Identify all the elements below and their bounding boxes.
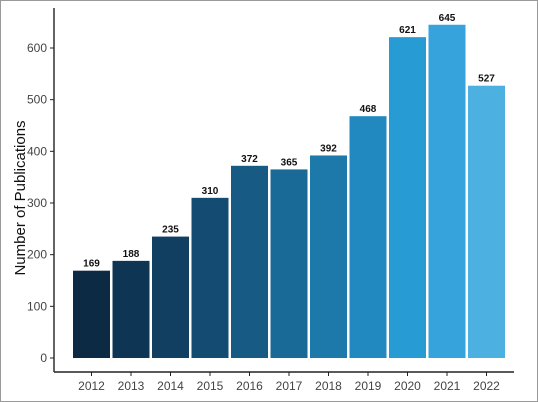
bar-2016 [231, 165, 268, 358]
bar-2015 [191, 197, 229, 358]
x-tick-label: 2020 [394, 379, 421, 393]
bar-2022 [468, 85, 505, 358]
x-tick-label: 2012 [78, 379, 105, 393]
x-tick-label: 2015 [197, 379, 224, 393]
y-axis-title: Number of Publications [12, 120, 29, 275]
x-tick-label: 2013 [118, 379, 145, 393]
bar-value-label: 372 [241, 154, 258, 165]
bar-value-label: 645 [439, 13, 456, 24]
bar-value-label: 310 [202, 186, 219, 197]
y-tick-label: 600 [27, 41, 47, 55]
bar-2012 [73, 270, 110, 358]
bar-2013 [112, 260, 150, 358]
bar-value-label: 527 [478, 74, 495, 85]
y-tick-label: 200 [27, 248, 47, 262]
y-axis-ticks: 0 100 200 300 400 500 600 [27, 41, 54, 365]
bars: 169 188 235 310 372 365 392 468 621 645 527 [73, 13, 505, 359]
x-tick-label: 2022 [473, 379, 500, 393]
y-tick-label: 400 [27, 144, 47, 158]
y-tick-label: 300 [27, 196, 47, 210]
bar-2014 [152, 236, 189, 358]
bar-value-label: 621 [399, 25, 416, 36]
x-tick-label: 2021 [434, 379, 461, 393]
x-axis-ticks: 2012 2013 2014 2015 2016 2017 2018 2019 2020 2021… [78, 372, 500, 393]
bar-value-label: 365 [281, 157, 298, 168]
bar-2017 [270, 169, 308, 358]
bar-value-label: 169 [83, 259, 100, 270]
bar-value-label: 188 [123, 249, 140, 260]
bar-value-label: 468 [360, 104, 377, 115]
bar-2021 [428, 24, 466, 358]
y-tick-label: 500 [27, 93, 47, 107]
bar-2019 [349, 116, 387, 358]
x-tick-label: 2018 [315, 379, 342, 393]
bar-2018 [310, 155, 347, 358]
y-tick-label: 100 [27, 299, 47, 313]
x-tick-label: 2014 [157, 379, 184, 393]
bar-value-label: 235 [162, 225, 179, 236]
bar-2020 [389, 37, 426, 359]
x-tick-label: 2017 [276, 379, 303, 393]
x-tick-label: 2016 [236, 379, 263, 393]
x-tick-label: 2019 [355, 379, 382, 393]
y-tick-label: 0 [40, 351, 47, 365]
bar-value-label: 392 [320, 143, 337, 154]
